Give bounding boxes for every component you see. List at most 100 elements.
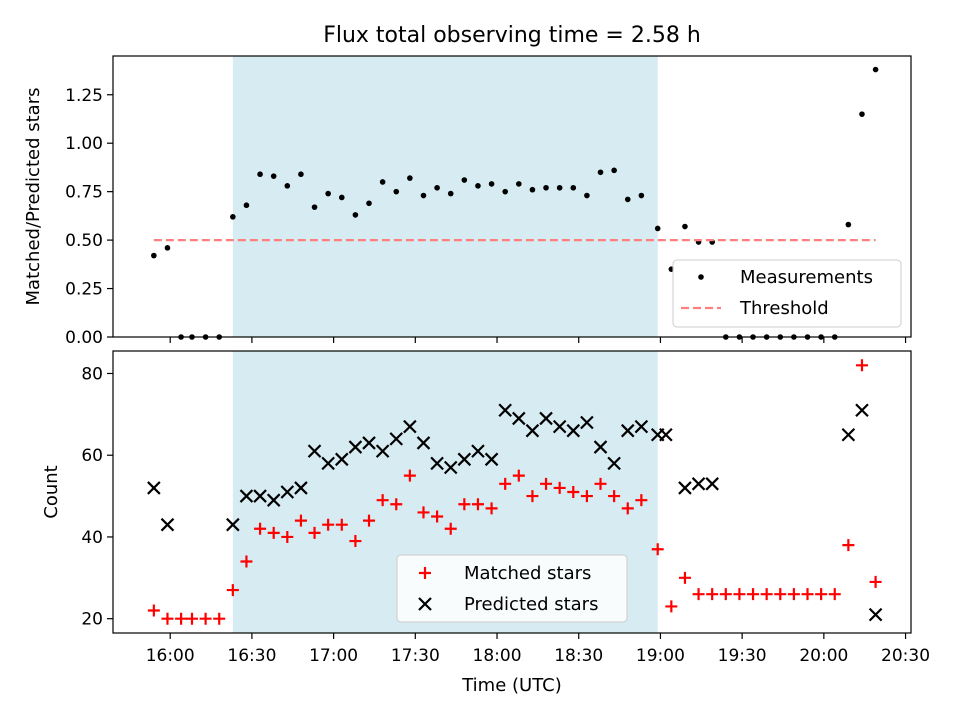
matched-stars-point [349, 535, 362, 548]
predicted-stars-point [253, 489, 267, 503]
predicted-stars-point [678, 481, 692, 495]
predicted-stars-point [294, 481, 308, 495]
y-tick-label: 0.75 [65, 183, 103, 203]
matched-stars-point [635, 494, 648, 507]
matched-stars-point [175, 612, 188, 625]
predicted-stars-point [403, 419, 417, 434]
measurement-point [570, 184, 577, 191]
measurement-point [516, 181, 522, 187]
matched-stars-point [281, 530, 294, 543]
y-tick-label: 0.00 [65, 328, 103, 348]
predicted-stars-point [348, 440, 363, 454]
y-tick-label: 60 [81, 446, 103, 466]
measurement-point [638, 192, 645, 199]
matched-stars-point [760, 588, 773, 601]
measurement-point [230, 214, 236, 220]
predicted-stars-point [321, 456, 335, 471]
measurement-point [475, 183, 481, 189]
matched-stars-point [417, 506, 430, 519]
legend-predicted-label: Predicted stars [464, 594, 598, 615]
matched-stars-point [651, 543, 664, 556]
y-tick-label: 80 [81, 364, 103, 384]
matched-stars-point [512, 469, 525, 482]
top-panel: 0.00 0.25 0.50 0.75 1.00 1.25 Matched/Predict… [23, 55, 912, 348]
predicted-stars-point [375, 444, 390, 458]
measurement-point [872, 66, 879, 73]
measurement-point [366, 200, 372, 207]
predicted-stars-point [484, 452, 499, 467]
matched-stars-point [692, 588, 705, 601]
matched-stars-point [431, 510, 444, 523]
predicted-stars-point [443, 460, 458, 475]
top-legend: Measurements Threshold [672, 259, 902, 328]
matched-stars-point [553, 481, 566, 494]
measurement-point [584, 192, 590, 199]
predicted-stars-point [226, 517, 240, 532]
measurement-point [682, 223, 688, 230]
y-tick-label: 40 [81, 528, 103, 548]
bottom-series-layer [147, 359, 883, 625]
measurement-point [270, 173, 277, 179]
predicted-stars-point [552, 419, 567, 434]
matched-stars-point [185, 612, 198, 625]
matched-stars-point [254, 522, 267, 535]
predicted-stars-point [498, 403, 512, 418]
predicted-stars-point [416, 436, 431, 450]
bottom-y-axis-label: Count [41, 465, 62, 518]
matched-stars-point [199, 612, 212, 625]
predicted-stars-point [525, 423, 540, 438]
measurement-point [420, 192, 427, 199]
x-tick-label: 17:00 [309, 646, 358, 666]
matched-stars-point [240, 555, 253, 568]
matched-stars-point [869, 575, 882, 588]
predicted-stars-point [280, 485, 295, 499]
matched-stars-point [580, 490, 593, 503]
measurement-point [859, 111, 865, 117]
predicted-stars-point [580, 415, 594, 430]
measurement-point [325, 190, 331, 197]
matched-stars-point [678, 571, 691, 584]
matched-stars-point [706, 588, 719, 601]
predicted-stars-point [539, 411, 553, 426]
y-tick-label: 0.25 [65, 280, 103, 300]
matched-stars-point [444, 522, 457, 535]
y-tick-label: 20 [81, 610, 103, 630]
matched-stars-point [376, 494, 389, 507]
predicted-stars-point [389, 432, 404, 446]
measurement-point [311, 204, 318, 210]
matched-stars-point [801, 588, 814, 601]
top-shaded-interval [232, 56, 658, 337]
top-y-ticks: 0.00 0.25 0.50 0.75 1.00 1.25 [65, 86, 113, 348]
predicted-stars-point [307, 444, 322, 458]
predicted-stars-point [512, 411, 526, 426]
legend-threshold-label: Threshold [739, 298, 829, 319]
matched-stars-point [458, 498, 471, 511]
y-tick-label: 1.25 [65, 86, 103, 106]
matched-stars-point [161, 612, 174, 625]
matched-stars-point [594, 477, 607, 490]
matched-stars-point [719, 588, 732, 601]
matched-stars-point [608, 490, 621, 503]
matched-stars-point [322, 518, 335, 531]
predicted-stars-point [868, 607, 883, 622]
matched-stars-point [308, 526, 321, 539]
x-tick-label: 18:30 [554, 646, 603, 666]
matched-stars-point [855, 359, 868, 372]
measurement-point [447, 190, 454, 197]
measurement-point [556, 184, 563, 191]
measurement-point [611, 167, 617, 174]
matched-stars-point [335, 518, 348, 531]
predicted-stars-point [691, 477, 706, 491]
x-tick-label: 19:30 [718, 646, 767, 666]
matched-stars-point [828, 588, 841, 601]
predicted-stars-point [160, 517, 175, 532]
measurement-point [624, 196, 631, 203]
predicted-stars-point [457, 452, 472, 467]
top-legend-box [672, 259, 902, 328]
legend-matched-marker [419, 567, 431, 579]
measurement-point [529, 186, 536, 193]
matched-stars-point [526, 490, 539, 503]
y-tick-label: 0.50 [65, 231, 103, 251]
